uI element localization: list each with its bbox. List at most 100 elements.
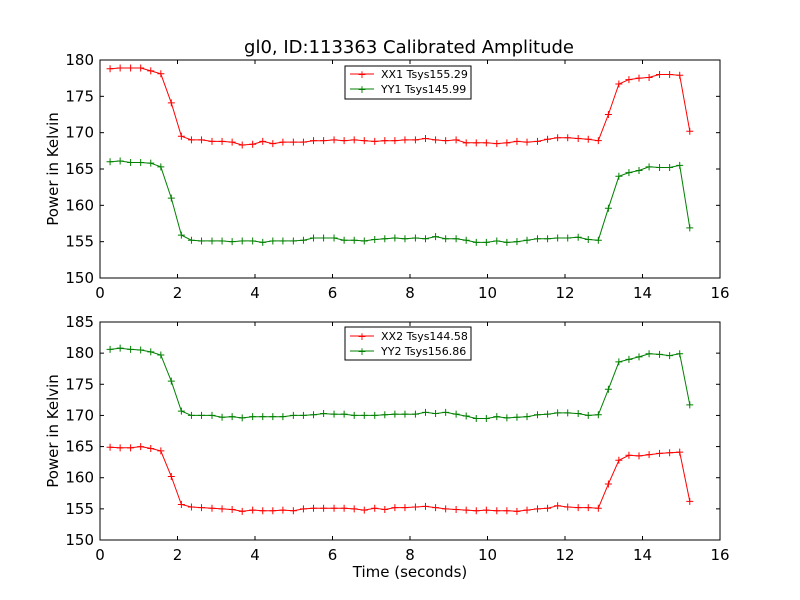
data-point-xx1 [523, 138, 531, 146]
bottom-x-tick-label: 14 [633, 546, 652, 564]
top-x-tick-label: 6 [328, 284, 338, 302]
data-point-yy2 [442, 408, 450, 416]
data-point-xx2 [452, 505, 460, 513]
data-point-yy1 [381, 235, 389, 243]
data-point-xx1 [391, 137, 399, 145]
data-point-yy2 [493, 413, 501, 421]
data-point-yy2 [127, 345, 135, 353]
bottom-x-tick-label: 6 [328, 546, 338, 564]
data-point-xx1 [279, 138, 287, 146]
data-point-yy1 [493, 237, 501, 245]
data-point-xx1 [330, 136, 338, 144]
data-point-yy2 [615, 358, 623, 366]
data-point-yy1 [310, 234, 318, 242]
data-point-yy2 [259, 413, 267, 421]
bottom-legend: + XX2 Tsys144.58 + YY2 Tsys156.86 [344, 326, 472, 361]
data-point-xx2 [340, 504, 348, 512]
data-point-xx1 [249, 140, 257, 148]
data-point-xx1 [238, 141, 246, 149]
bottom-x-tick-label: 4 [250, 546, 260, 564]
data-point-yy1 [391, 234, 399, 242]
data-point-yy2 [503, 414, 511, 422]
bottom-x-tick-label: 10 [478, 546, 497, 564]
data-point-xx1 [452, 136, 460, 144]
data-point-yy2 [228, 413, 236, 421]
data-point-yy1 [564, 234, 572, 242]
bottom-x-tick-label: 16 [710, 546, 729, 564]
data-point-yy2 [544, 410, 552, 418]
data-point-xx2 [656, 449, 664, 457]
top-x-tick-label: 14 [633, 284, 652, 302]
data-point-xx1 [340, 137, 348, 145]
data-point-xx2 [350, 505, 358, 513]
data-point-yy1 [116, 157, 124, 165]
data-point-yy2 [320, 410, 328, 418]
data-point-yy2 [401, 410, 409, 418]
data-point-xx2 [279, 506, 287, 514]
data-point-yy2 [299, 411, 307, 419]
data-point-yy1 [656, 164, 664, 172]
data-point-xx1 [666, 71, 674, 79]
data-point-xx2 [228, 505, 236, 513]
data-point-yy2 [594, 411, 602, 419]
data-point-yy1 [503, 238, 511, 246]
bottom-y-tick-label: 170 [65, 406, 94, 424]
data-point-xx1 [574, 134, 582, 142]
data-point-xx1 [533, 137, 541, 145]
data-point-yy2 [574, 410, 582, 418]
data-point-xx1 [513, 137, 521, 145]
data-point-yy2 [198, 411, 206, 419]
data-point-yy2 [137, 346, 145, 354]
data-point-xx2 [645, 451, 653, 459]
data-point-yy2 [666, 352, 674, 360]
data-point-xx2 [310, 504, 318, 512]
data-point-xx2 [299, 505, 307, 513]
data-point-xx2 [462, 506, 470, 514]
data-point-yy2 [676, 350, 684, 358]
data-point-xx2 [676, 448, 684, 456]
data-point-xx2 [493, 507, 501, 515]
data-point-xx1 [299, 138, 307, 146]
data-point-xx1 [503, 139, 511, 147]
data-point-xx1 [157, 70, 165, 78]
data-point-xx2 [482, 506, 490, 514]
data-point-yy2 [554, 409, 562, 417]
data-point-yy2 [625, 355, 633, 363]
top-panel: 0 2 4 6 8 10 12 14 16 150 155 160 165 170 175 180 Power… [44, 51, 730, 302]
data-point-yy1 [157, 163, 165, 171]
series-line-yy2 [110, 347, 691, 419]
data-point-yy1 [625, 169, 633, 177]
data-point-xx2 [503, 507, 511, 515]
data-point-yy2 [350, 411, 358, 419]
data-point-xx1 [228, 138, 236, 146]
bottom-x-axis-label: Time (seconds) [352, 563, 468, 581]
data-point-xx2 [177, 500, 185, 508]
bottom-y-tick-label: 155 [65, 500, 94, 518]
top-y-tick-label: 160 [65, 196, 94, 214]
data-point-yy2 [656, 350, 664, 358]
data-point-yy1 [269, 237, 277, 245]
top-y-tick-label: 180 [65, 51, 94, 69]
data-point-yy2 [310, 411, 318, 419]
bottom-y-tick-label: 175 [65, 375, 94, 393]
data-point-yy2 [371, 411, 379, 419]
data-point-xx2 [625, 451, 633, 459]
data-point-xx2 [635, 452, 643, 460]
data-point-xx2 [564, 503, 572, 511]
top-y-tick-label: 150 [65, 269, 94, 287]
data-point-xx1 [422, 134, 429, 142]
data-point-xx2 [422, 502, 429, 510]
data-point-xx1 [686, 127, 694, 135]
data-point-xx1 [615, 80, 623, 88]
top-x-tick-label: 8 [405, 284, 415, 302]
data-point-xx1 [676, 71, 684, 79]
data-point-xx2 [513, 507, 521, 515]
data-point-yy1 [686, 224, 694, 232]
data-point-xx2 [137, 443, 145, 451]
data-point-yy2 [523, 413, 531, 421]
data-point-yy1 [177, 231, 185, 239]
data-point-yy2 [472, 415, 480, 423]
data-point-yy1 [584, 235, 592, 243]
data-point-xx2 [187, 503, 195, 511]
